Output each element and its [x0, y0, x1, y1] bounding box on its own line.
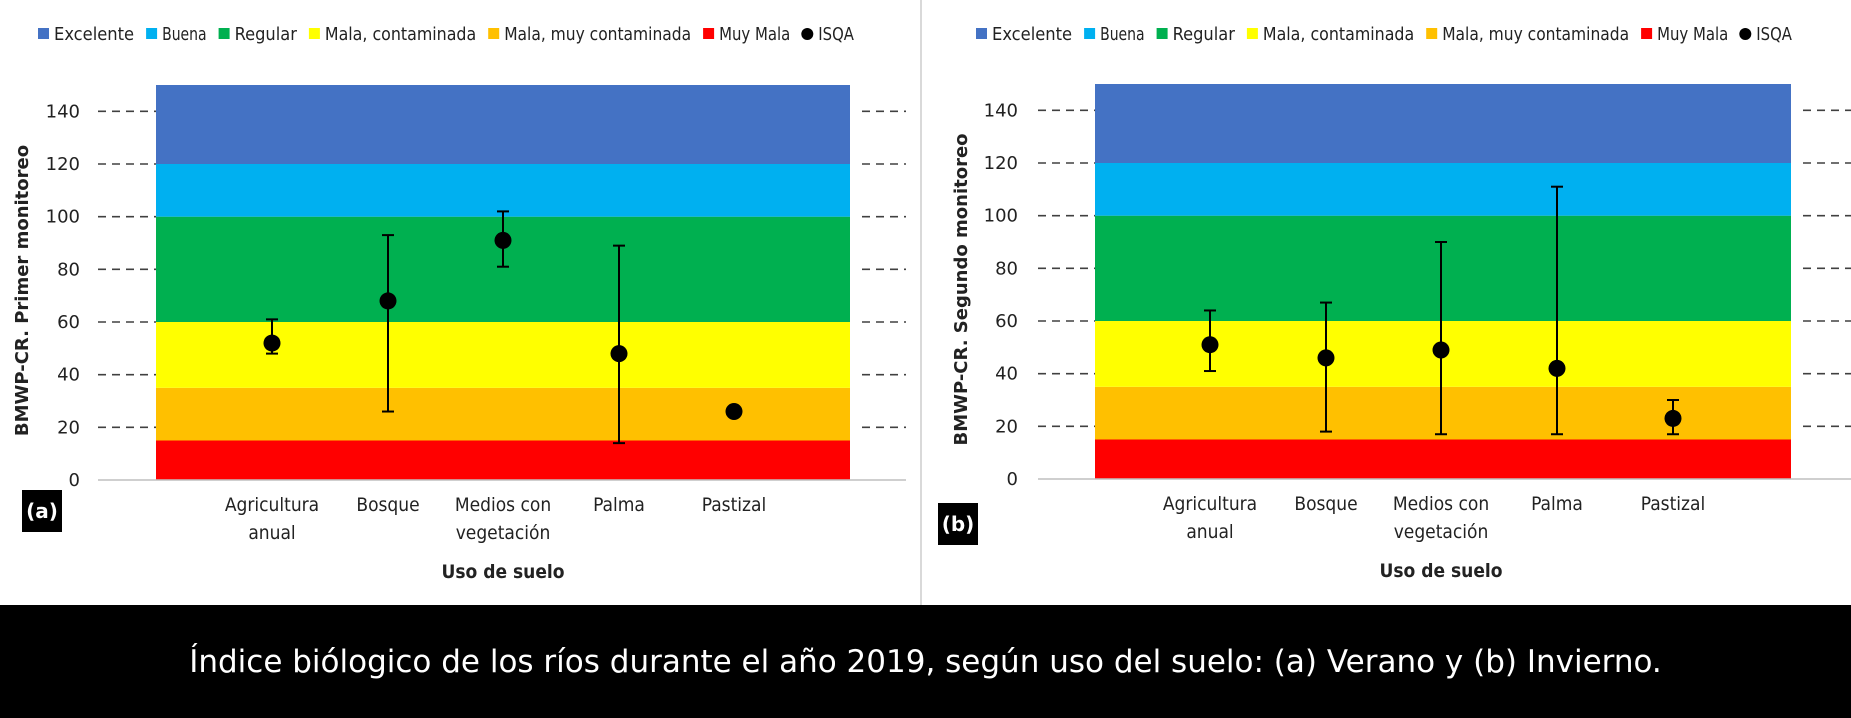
- y-tick-label: 0: [1007, 469, 1018, 490]
- legend-swatch: [1641, 28, 1653, 39]
- band-buena: [1095, 163, 1791, 216]
- figure-canvas: Excelente Buena Regular Mala, contaminada Ma…: [12, 0, 1851, 605]
- x-axis-label: Uso de suelo: [441, 561, 564, 583]
- legend-marker-isqa: [801, 28, 814, 40]
- y-tick-label: 100: [46, 207, 80, 228]
- panel-label-box: [22, 490, 62, 532]
- data-point-isqa: [1201, 336, 1219, 354]
- y-tick-label: 60: [57, 312, 80, 333]
- data-point-isqa: [1432, 341, 1450, 359]
- band-regular: [1095, 215, 1791, 321]
- y-tick-label: 0: [69, 470, 80, 491]
- x-tick-label: Medios con: [455, 494, 551, 516]
- data-point-isqa: [725, 403, 743, 421]
- band-excelente: [156, 85, 850, 164]
- legend-label: Mala, contaminada: [325, 24, 476, 45]
- legend-label: Mala, muy contaminada: [1442, 24, 1629, 45]
- band-muy-mala: [156, 440, 850, 480]
- legend-label: Regular: [235, 24, 298, 45]
- x-tick-label: vegetación: [456, 522, 551, 544]
- y-tick-label: 100: [984, 206, 1018, 227]
- y-tick-label: 40: [995, 364, 1018, 385]
- y-tick-label: 120: [984, 153, 1018, 174]
- band-mala-muy-contaminada: [1095, 386, 1791, 440]
- x-tick-label: Bosque: [1294, 493, 1357, 515]
- band-buena: [156, 164, 850, 217]
- legend: Excelente Buena Regular Mala, contaminada Ma…: [38, 24, 854, 45]
- legend-swatch: [488, 28, 500, 39]
- legend-label: Buena: [1100, 24, 1145, 45]
- legend: Excelente Buena Regular Mala, contaminada Ma…: [976, 24, 1792, 45]
- caption-text: Índice biólogico de los ríos durante el …: [189, 643, 1662, 680]
- y-tick-label: 60: [995, 311, 1018, 332]
- legend-swatch: [308, 28, 320, 39]
- band-mala-muy-contaminada: [156, 387, 850, 441]
- x-tick-label: Agricultura: [1163, 493, 1257, 515]
- legend-label: Excelente: [992, 24, 1072, 45]
- data-point-isqa: [1548, 359, 1566, 377]
- legend-label: Regular: [1173, 24, 1236, 45]
- legend-swatch: [976, 28, 987, 39]
- legend-swatch: [146, 28, 158, 39]
- panel-label: (a): [26, 499, 58, 523]
- legend-swatch: [1156, 28, 1168, 39]
- legend-label: Muy Mala: [719, 24, 790, 45]
- data-point-isqa: [1317, 349, 1335, 367]
- chart-panel-b: Excelente Buena Regular Mala, contaminada Ma…: [938, 24, 1851, 582]
- y-tick-label: 140: [984, 100, 1018, 121]
- x-tick-label: Agricultura: [225, 494, 319, 516]
- x-tick-label: Pastizal: [702, 494, 766, 516]
- band-muy-mala: [1095, 439, 1791, 479]
- legend-label: Mala, contaminada: [1263, 24, 1414, 45]
- data-point-isqa: [494, 231, 512, 249]
- x-tick-label: anual: [1186, 521, 1233, 543]
- legend-swatch: [1426, 28, 1438, 39]
- y-tick-label: 120: [46, 154, 80, 175]
- data-point-isqa: [263, 334, 281, 352]
- x-tick-label: Pastizal: [1641, 493, 1705, 515]
- band-excelente: [1095, 84, 1791, 163]
- x-tick-label: vegetación: [1394, 521, 1489, 543]
- x-tick-label: Medios con: [1393, 493, 1489, 515]
- figure: Excelente Buena Regular Mala, contaminada Ma…: [12, 0, 1851, 605]
- legend-marker-isqa: [1739, 28, 1752, 40]
- chart-panel-a: Excelente Buena Regular Mala, contaminada Ma…: [12, 24, 906, 583]
- y-axis-label: BMWP-CR. Segundo monitoreo: [951, 133, 972, 445]
- panel-label-box: [938, 503, 978, 545]
- legend-label: Excelente: [54, 24, 134, 45]
- legend-label: Mala, muy contaminada: [504, 24, 691, 45]
- x-tick-label: Palma: [1531, 493, 1583, 515]
- panel-label: (b): [942, 512, 975, 536]
- legend-swatch: [38, 28, 49, 39]
- y-tick-label: 80: [995, 258, 1018, 279]
- legend-label: ISQA: [1756, 24, 1792, 45]
- y-tick-label: 80: [57, 259, 80, 280]
- legend-swatch: [1084, 28, 1096, 39]
- x-tick-label: Palma: [593, 494, 645, 516]
- data-point-isqa: [610, 345, 628, 363]
- data-point-isqa: [1664, 409, 1682, 427]
- legend-label: Muy Mala: [1657, 24, 1728, 45]
- x-tick-label: Bosque: [356, 494, 419, 516]
- legend-label: ISQA: [818, 24, 854, 45]
- legend-label: Buena: [162, 24, 207, 45]
- band-mala-contaminada: [156, 322, 850, 388]
- caption-bar: Índice biólogico de los ríos durante el …: [0, 605, 1851, 718]
- y-axis-label: BMWP-CR. Primer monitoreo: [12, 145, 33, 436]
- y-tick-label: 40: [57, 365, 80, 386]
- legend-swatch: [218, 28, 230, 39]
- x-axis-label: Uso de suelo: [1379, 560, 1502, 582]
- y-tick-label: 20: [57, 417, 80, 438]
- legend-swatch: [703, 28, 715, 39]
- x-tick-label: anual: [248, 522, 295, 544]
- y-tick-label: 140: [46, 101, 80, 122]
- data-point-isqa: [379, 292, 397, 310]
- y-tick-label: 20: [995, 416, 1018, 437]
- legend-swatch: [1246, 28, 1258, 39]
